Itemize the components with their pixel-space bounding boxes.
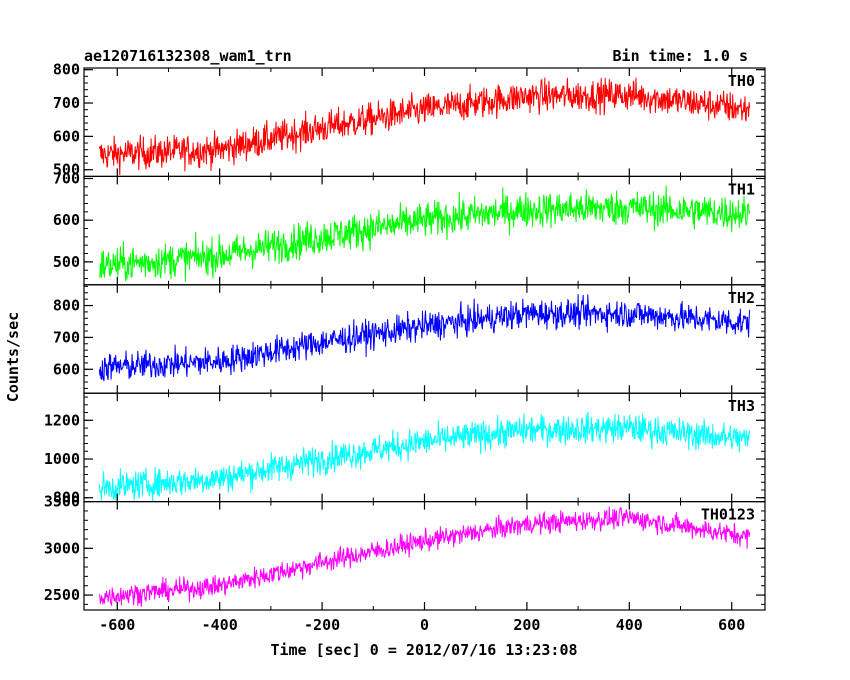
y-tick-label: 700 (53, 328, 80, 346)
y-tick-label: 600 (53, 211, 80, 229)
series-line-th0123 (98, 506, 751, 607)
panel-label-th0: TH0 (728, 72, 755, 90)
bin-time-label: Bin time: 1.0 s (613, 47, 748, 65)
y-tick-label: 800 (53, 297, 80, 315)
y-tick-label: 1000 (44, 450, 80, 468)
y-axis-title: Counts/sec (4, 312, 22, 402)
x-tick-label: 200 (513, 616, 540, 634)
panel-th0: 500 600 700 800 TH0 (53, 61, 766, 179)
y-tick-label: 3500 (44, 493, 80, 511)
y-tick-label: 700 (53, 169, 80, 187)
panel-label-th2: TH2 (728, 289, 755, 307)
y-tick-label: 800 (53, 61, 80, 79)
y-tick-label: 2500 (44, 586, 80, 604)
y-tick-label: 600 (53, 360, 80, 378)
x-tick-label: 600 (718, 616, 745, 634)
panel-frame (83, 67, 766, 178)
panel-label-th1: TH1 (728, 180, 755, 198)
panel-th1: 500 600 700 TH1 (53, 169, 766, 286)
panel-th0123: 2500 3000 3500 TH0123 (44, 493, 766, 611)
x-tick-label: 0 (420, 616, 429, 634)
panel-th2: 600 700 800 TH2 (53, 284, 766, 394)
panel-label-th0123: TH0123 (701, 506, 755, 524)
series-line-th2 (98, 294, 751, 382)
panel-frame (83, 284, 766, 394)
x-tick-label: -400 (202, 616, 238, 634)
x-axis-title: Time [sec] 0 = 2012/07/16 13:23:08 (270, 641, 577, 659)
chart-title: ae120716132308_wam1_trn (84, 47, 292, 65)
panel-th3: 800 1000 1200 TH3 (44, 392, 766, 507)
series-line-th0 (98, 77, 751, 176)
y-tick-label: 800 (53, 489, 80, 507)
y-tick-label: 600 (53, 127, 80, 145)
x-tick-label: -200 (304, 616, 340, 634)
x-axis: -600 -400 -200 0 200 400 600 (99, 616, 745, 634)
panels-group: 500 600 700 800 TH0 500 600 700 TH1 600 700 800 TH2 8… (44, 61, 766, 611)
panel-label-th3: TH3 (728, 397, 755, 415)
x-tick-label: -600 (99, 616, 135, 634)
series-line-th3 (98, 411, 751, 502)
y-tick-label: 500 (53, 253, 80, 271)
y-tick-label: 500 (53, 161, 80, 179)
y-tick-label: 3000 (44, 539, 80, 557)
x-tick-label: 400 (616, 616, 643, 634)
y-tick-label: 700 (53, 94, 80, 112)
y-tick-label: 1200 (44, 411, 80, 429)
series-line-th1 (98, 185, 751, 282)
panel-frame (83, 175, 766, 286)
